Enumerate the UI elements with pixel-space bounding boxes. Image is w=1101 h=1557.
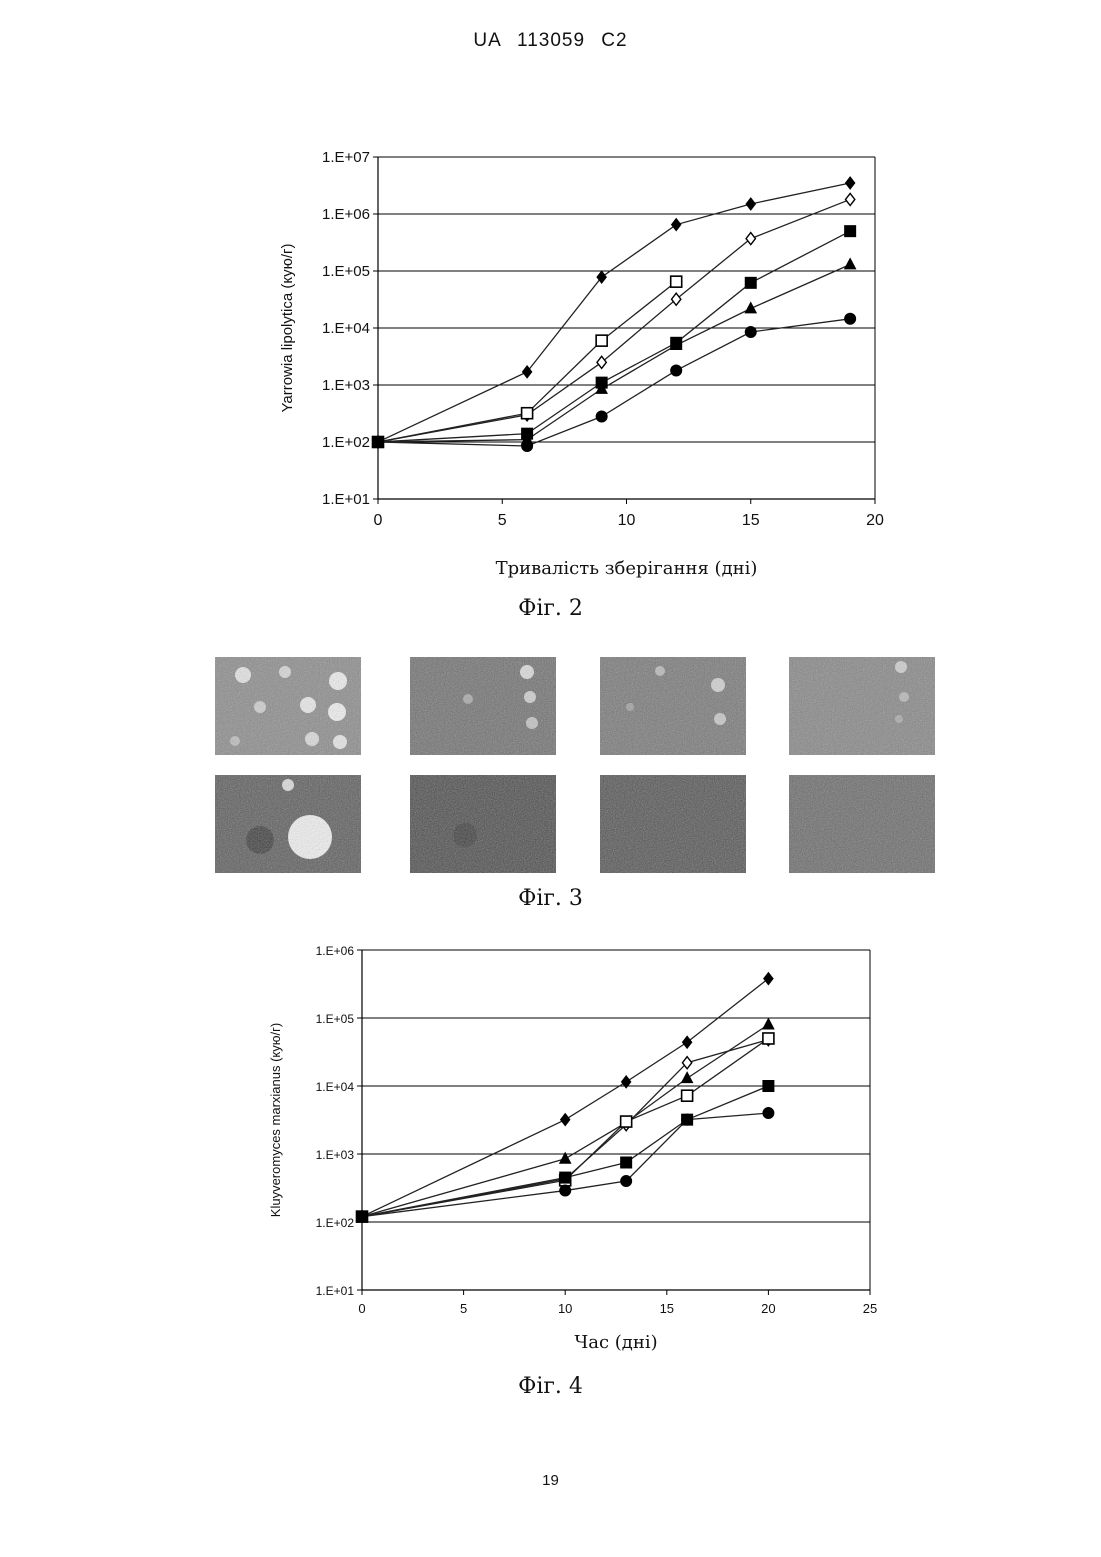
- x-tick-label: 0: [358, 1301, 365, 1316]
- series-line: [378, 265, 850, 442]
- plate-image-row1-col1: [215, 657, 361, 755]
- data-point: [682, 1036, 691, 1048]
- chart-kluyveromyces-marxianus: 1.E+01 1.E+02 1.E+03 1.E+04 1.E+05 1.E+06 0 5 10…: [0, 930, 1101, 1360]
- data-point: [560, 1172, 571, 1183]
- data-point: [621, 1116, 632, 1127]
- y-tick-label: 1.E+06: [322, 206, 370, 223]
- y-tick-label: 1.E+04: [322, 320, 370, 337]
- data-point: [671, 365, 682, 376]
- data-point: [596, 335, 607, 346]
- data-point: [597, 356, 606, 368]
- x-axis-title: Час (дні): [574, 1332, 657, 1353]
- data-point: [763, 1108, 774, 1119]
- data-point: [560, 1185, 571, 1196]
- data-point: [763, 1081, 774, 1092]
- plate-image-row2-col4: [789, 775, 935, 873]
- plate-image-row1-col2: [410, 657, 556, 755]
- plate-image-row2-col2: [410, 775, 556, 873]
- data-point: [745, 277, 756, 288]
- x-tick-label: 15: [742, 512, 760, 529]
- y-tick-label: 1.E+01: [316, 1284, 355, 1298]
- data-point: [764, 973, 773, 985]
- data-point: [682, 1072, 693, 1082]
- figure-4-caption: Фіг. 4: [0, 1374, 1101, 1399]
- plate-image-row1-col3: [600, 657, 746, 755]
- data-point: [763, 1019, 774, 1029]
- series-line: [378, 199, 850, 442]
- series-line: [362, 1086, 768, 1217]
- chart-yarrowia-lipolytica: 1.E+01 1.E+02 1.E+03 1.E+04 1.E+05 1.E+06 1.E+…: [0, 130, 1101, 590]
- data-point: [522, 408, 533, 419]
- data-point: [746, 233, 755, 245]
- y-axis-title: Kluyveromyces marxianus (кую/г): [268, 1023, 283, 1217]
- y-axis-title: Yarrowia lipolytica (кую/г): [279, 243, 296, 412]
- figure-3-plate-images: [215, 657, 935, 873]
- x-tick-label: 10: [618, 512, 636, 529]
- page-number: 19: [0, 1472, 1101, 1489]
- plate-image-row2-col3: [600, 775, 746, 873]
- data-point: [373, 437, 384, 448]
- y-tick-label: 1.E+05: [322, 263, 370, 280]
- x-tick-label: 20: [761, 1301, 775, 1316]
- x-tick-label: 5: [460, 1301, 467, 1316]
- data-point: [845, 258, 856, 268]
- y-tick-label: 1.E+02: [322, 434, 370, 451]
- y-tick-label: 1.E+03: [322, 377, 370, 394]
- document-header: UA 113059 C2: [0, 30, 1101, 52]
- x-tick-label: 20: [866, 512, 884, 529]
- data-point: [746, 198, 755, 210]
- data-point: [621, 1157, 632, 1168]
- plate-image-row2-col1: [215, 775, 361, 873]
- data-point: [845, 193, 854, 205]
- y-tick-label: 1.E+03: [316, 1148, 355, 1162]
- y-tick-label: 1.E+07: [322, 149, 370, 166]
- data-point: [845, 177, 854, 189]
- x-tick-label: 10: [558, 1301, 572, 1316]
- data-point: [621, 1176, 632, 1187]
- data-point: [522, 441, 533, 452]
- x-axis-title: Тривалість зберігання (дні): [496, 558, 758, 579]
- y-tick-label: 1.E+01: [322, 491, 370, 508]
- data-point: [845, 313, 856, 324]
- data-point: [561, 1114, 570, 1126]
- data-point: [357, 1211, 368, 1222]
- data-point: [745, 302, 756, 312]
- data-point: [596, 411, 607, 422]
- plate-image-row1-col4: [789, 657, 935, 755]
- x-tick-label: 5: [498, 512, 507, 529]
- data-point: [682, 1114, 693, 1125]
- series-line: [378, 183, 850, 442]
- series-line: [362, 1113, 768, 1217]
- x-tick-label: 0: [374, 512, 383, 529]
- x-tick-label: 15: [660, 1301, 674, 1316]
- data-point: [671, 276, 682, 287]
- data-point: [763, 1033, 774, 1044]
- data-point: [682, 1090, 693, 1101]
- y-tick-label: 1.E+04: [316, 1080, 355, 1094]
- data-point: [845, 226, 856, 237]
- x-tick-label: 25: [863, 1301, 877, 1316]
- y-tick-label: 1.E+06: [316, 944, 355, 958]
- data-point: [672, 293, 681, 305]
- data-point: [745, 327, 756, 338]
- figure-2-caption: Фіг. 2: [0, 596, 1101, 621]
- series-line: [378, 231, 850, 442]
- data-point: [672, 219, 681, 231]
- figure-3-caption: Фіг. 3: [0, 886, 1101, 911]
- y-tick-label: 1.E+02: [316, 1216, 355, 1230]
- y-tick-label: 1.E+05: [316, 1012, 355, 1026]
